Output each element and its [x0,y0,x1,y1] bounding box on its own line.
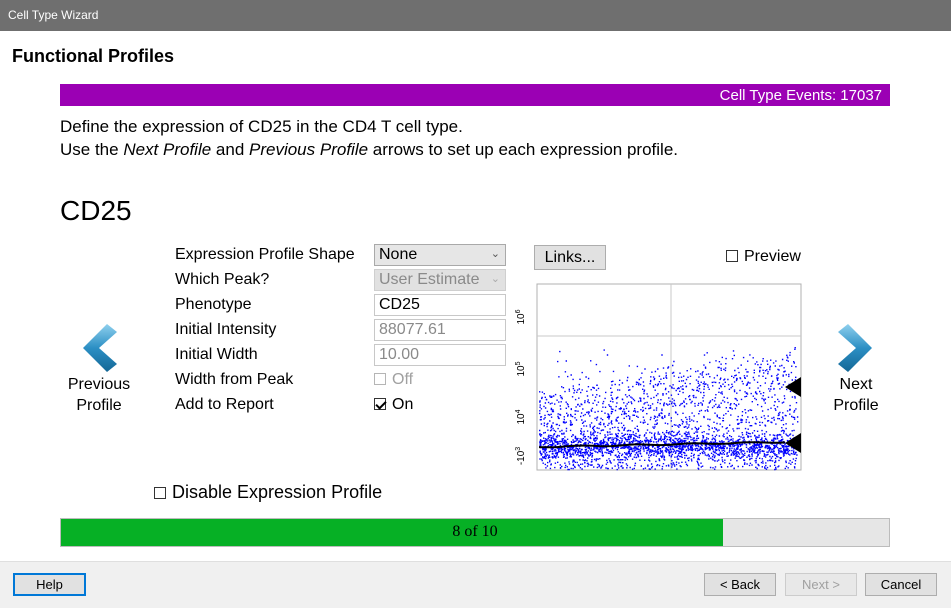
next-label-2: Profile [833,397,879,414]
add-to-report-label: Add to Report [175,396,274,413]
svg-text:106: 106 [515,309,527,324]
instruction-line-2: Use the Next Profile and Previous Profil… [60,140,678,159]
checkbox-box [154,487,166,499]
previous-label-1: Previous [67,376,131,393]
events-bar: Cell Type Events: 17037 [60,84,890,106]
svg-text:-103: -103 [515,447,527,465]
page-title: Functional Profiles [12,46,175,66]
next-profile-term: Next Profile [123,140,212,159]
previous-profile-term: Previous Profile [249,140,369,159]
svg-text:105: 105 [515,361,527,376]
next-button: Next > [785,573,857,596]
checkbox-box [726,250,738,262]
marker-title: CD25 [60,195,132,226]
intensity-input: 88077.61 [374,319,506,341]
shape-select[interactable]: None ⌄ [374,244,506,266]
phenotype-label: Phenotype [175,296,252,313]
progress-fill [61,519,724,546]
progress-text: 8 of 10 [452,523,498,540]
checkbox-box [374,373,386,385]
peak-select: User Estimate ⌄ [374,269,506,291]
previous-profile-button[interactable]: Previous Profile [59,322,139,416]
expression-plot: 106 105 104 -103 [515,283,802,471]
width-from-peak-checkbox: Off [374,371,413,389]
scatter-plot: 106 105 104 -103 [515,283,802,471]
shape-select-value: None [379,246,418,263]
chevron-right-icon [838,324,872,372]
preview-checkbox[interactable]: Preview [726,248,801,266]
scatter-points [539,347,799,471]
help-button[interactable]: Help [13,573,86,596]
upper-peak-marker [785,377,801,397]
instruction-line-1: Define the expression of CD25 in the CD4… [60,117,463,136]
baseline-trend-line [538,441,786,449]
cancel-button[interactable]: Cancel [865,573,937,596]
intensity-label: Initial Intensity [175,321,277,338]
previous-label-2: Profile [76,397,122,414]
progress-bar: 8 of 10 [60,518,890,547]
next-label-1: Next [839,376,873,393]
peak-select-value: User Estimate [379,271,480,288]
y-tick-label: -103 [515,447,527,465]
footer-bar: Help < Back Next > Cancel [0,561,951,608]
scatter-dots [539,347,799,471]
width-from-peak-label: Width from Peak [175,371,294,388]
width-input: 10.00 [374,344,506,366]
y-tick-label: 105 [515,361,527,376]
y-tick-label: 106 [515,309,527,324]
chevron-down-icon: ⌄ [490,248,500,260]
window-title: Cell Type Wizard [8,8,99,22]
back-button[interactable]: < Back [704,573,776,596]
next-profile-button[interactable]: Next Profile [816,322,896,416]
phenotype-input[interactable]: CD25 [374,294,506,316]
title-bar: Cell Type Wizard [0,0,951,31]
svg-text:104: 104 [515,409,527,424]
lower-peak-marker [785,433,801,453]
add-to-report-checkbox[interactable]: On [374,396,413,414]
links-button[interactable]: Links... [534,245,606,270]
shape-label: Expression Profile Shape [175,246,355,263]
disable-profile-checkbox[interactable]: Disable Expression Profile [154,482,382,503]
width-label: Initial Width [175,346,258,363]
y-tick-labels: 106 105 104 -103 [515,309,527,465]
events-count: Cell Type Events: 17037 [719,87,882,104]
peak-label: Which Peak? [175,271,270,288]
checkbox-box [374,398,386,410]
chevron-left-icon [83,324,117,372]
chevron-down-icon: ⌄ [490,273,500,285]
y-tick-label: 104 [515,409,527,424]
